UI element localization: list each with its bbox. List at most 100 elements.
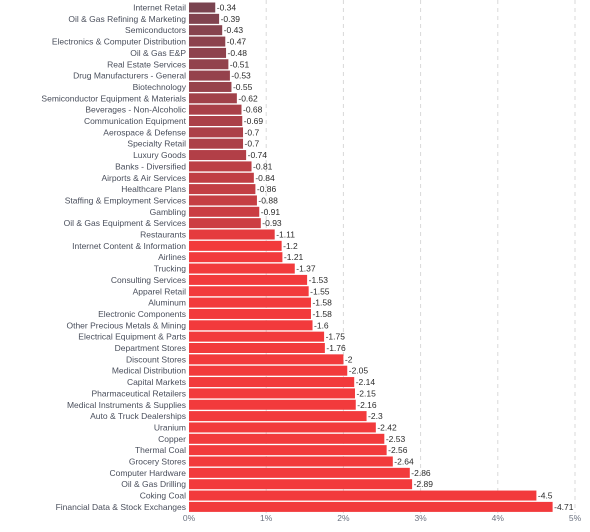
category-label: Aluminum bbox=[148, 298, 186, 308]
value-labels: -0.34-0.39-0.43 -0.47-0.48-0.51 -0.53-0.55… bbox=[217, 3, 574, 512]
bar bbox=[189, 218, 261, 229]
category-label: Biotechnology bbox=[133, 82, 187, 92]
category-label: Airlines bbox=[158, 252, 186, 262]
value-label: -2.15 bbox=[356, 388, 376, 398]
value-label: -2 bbox=[345, 354, 353, 364]
value-label: -0.91 bbox=[261, 207, 281, 217]
category-label: Capital Markets bbox=[127, 377, 186, 387]
bar bbox=[189, 433, 385, 444]
value-label: -0.88 bbox=[258, 195, 278, 205]
value-label: -0.84 bbox=[255, 173, 275, 183]
bar bbox=[189, 240, 282, 251]
bar bbox=[189, 320, 313, 331]
bar bbox=[189, 308, 311, 319]
category-label: Airports & Air Services bbox=[101, 173, 186, 183]
bar bbox=[189, 445, 387, 456]
category-label: Medical Distribution bbox=[112, 366, 186, 376]
value-label: -1.53 bbox=[309, 275, 329, 285]
value-label: -1.55 bbox=[310, 286, 330, 296]
value-label: -2.05 bbox=[349, 366, 369, 376]
category-label: Internet Content & Information bbox=[72, 241, 186, 251]
value-label: -0.86 bbox=[257, 184, 277, 194]
value-label: -0.47 bbox=[227, 37, 247, 47]
value-label: -1.37 bbox=[296, 264, 316, 274]
category-label: Oil & Gas Equipment & Services bbox=[64, 218, 186, 228]
category-label: Drug Manufacturers - General bbox=[73, 71, 186, 81]
bar bbox=[189, 161, 252, 172]
value-label: -0.48 bbox=[228, 48, 248, 58]
value-label: -0.74 bbox=[248, 150, 268, 160]
bar bbox=[189, 13, 220, 24]
value-label: -0.93 bbox=[262, 218, 282, 228]
category-label: Financial Data & Stock Exchanges bbox=[56, 502, 186, 512]
category-label: Oil & Gas Refining & Marketing bbox=[68, 14, 186, 24]
bar bbox=[189, 25, 223, 36]
bar bbox=[189, 229, 275, 240]
bar bbox=[189, 138, 244, 149]
category-label: Trucking bbox=[154, 264, 187, 274]
category-label: Beverages - Non-Alcoholic bbox=[85, 105, 186, 115]
bar bbox=[189, 206, 260, 217]
bars bbox=[189, 2, 553, 512]
value-label: -1.11 bbox=[276, 230, 295, 240]
category-label: Uranium bbox=[154, 422, 186, 432]
value-label: -0.39 bbox=[221, 14, 241, 24]
value-label: -2.64 bbox=[394, 457, 414, 467]
category-label: Semiconductors bbox=[125, 25, 186, 35]
x-tick-label: 4% bbox=[492, 513, 505, 523]
category-label: Apparel Retail bbox=[133, 286, 187, 296]
bar bbox=[189, 490, 537, 501]
category-label: Oil & Gas Drilling bbox=[121, 479, 186, 489]
category-label: Real Estate Services bbox=[107, 59, 186, 69]
category-label: Department Stores bbox=[115, 343, 186, 353]
value-label: -0.7 bbox=[245, 127, 260, 137]
bar bbox=[189, 47, 227, 58]
bar bbox=[189, 467, 410, 478]
category-label: Computer Hardware bbox=[109, 468, 186, 478]
category-label: Communication Equipment bbox=[84, 116, 187, 126]
bar bbox=[189, 501, 553, 512]
value-label: -1.58 bbox=[312, 309, 332, 319]
value-label: -0.81 bbox=[253, 161, 273, 171]
bar bbox=[189, 150, 247, 161]
value-label: -2.42 bbox=[377, 422, 397, 432]
bar bbox=[189, 456, 393, 467]
bar bbox=[189, 297, 311, 308]
category-label: Other Precious Metals & Mining bbox=[66, 320, 186, 330]
value-label: -0.53 bbox=[231, 71, 251, 81]
x-tick-label: 3% bbox=[414, 513, 427, 523]
bar bbox=[189, 274, 308, 285]
category-label: Electronic Components bbox=[98, 309, 186, 319]
category-label: Auto & Truck Dealerships bbox=[90, 411, 186, 421]
value-label: -0.43 bbox=[224, 25, 244, 35]
category-label: Staffing & Employment Services bbox=[65, 195, 186, 205]
value-label: -1.75 bbox=[326, 332, 346, 342]
category-label: Pharmaceutical Retailers bbox=[92, 388, 186, 398]
bar bbox=[189, 36, 226, 47]
value-label: -0.7 bbox=[245, 139, 260, 149]
bar bbox=[189, 116, 243, 126]
value-label: -0.69 bbox=[244, 116, 264, 126]
x-tick-label: 5% bbox=[569, 513, 582, 523]
bar bbox=[189, 388, 355, 399]
category-label: Healthcare Plans bbox=[121, 184, 186, 194]
value-label: -2.3 bbox=[368, 411, 383, 421]
bar bbox=[189, 195, 257, 206]
bar bbox=[189, 365, 348, 376]
value-label: -0.68 bbox=[243, 105, 263, 115]
category-label: Coking Coal bbox=[140, 491, 186, 501]
bar bbox=[189, 286, 309, 297]
value-label: -4.5 bbox=[538, 491, 553, 501]
value-label: -4.71 bbox=[554, 502, 574, 512]
category-label: Specialty Retail bbox=[127, 139, 186, 149]
bar bbox=[189, 70, 230, 81]
bar bbox=[189, 399, 356, 410]
value-label: -2.14 bbox=[356, 377, 376, 387]
value-label: -0.55 bbox=[233, 82, 253, 92]
category-label: Grocery Stores bbox=[129, 457, 186, 467]
category-label: Consulting Services bbox=[111, 275, 186, 285]
bar bbox=[189, 252, 283, 263]
bar bbox=[189, 411, 367, 422]
